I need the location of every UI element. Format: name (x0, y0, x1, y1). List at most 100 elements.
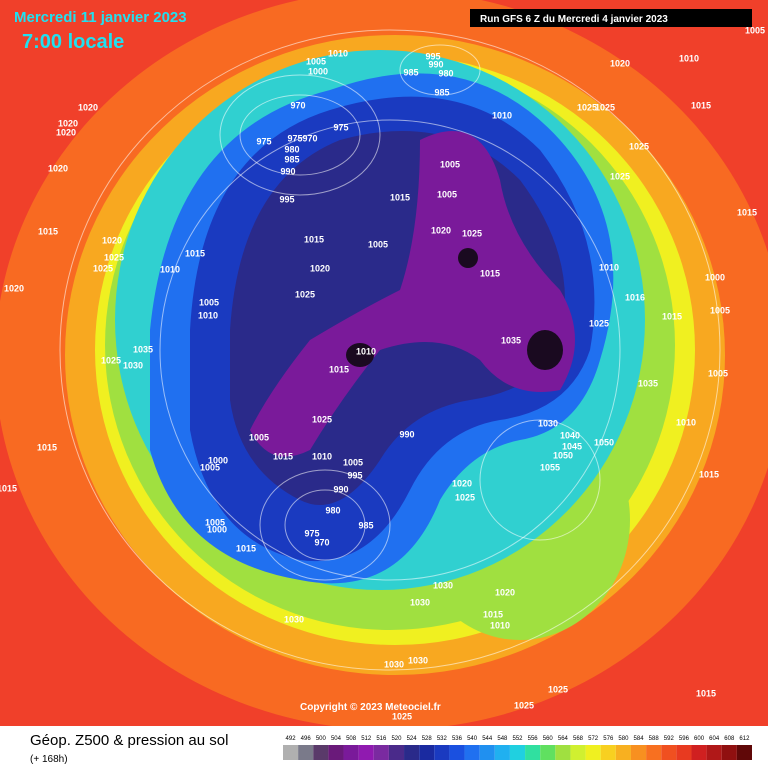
pressure-label: 1050 (594, 437, 614, 447)
pressure-label: 1005 (343, 457, 363, 467)
pressure-label: 1025 (629, 141, 649, 151)
pressure-label: 1025 (577, 102, 597, 112)
colorbar-label: 576 (603, 736, 614, 742)
run-info: Run GFS 6 Z du Mercredi 4 janvier 2023 (480, 14, 668, 25)
pressure-label: 1015 (390, 192, 410, 202)
pressure-label: 1015 (691, 100, 711, 110)
colorbar-swatch (298, 745, 314, 760)
pressure-label: 1015 (185, 248, 205, 258)
pressure-label: 1025 (295, 289, 315, 299)
pressure-label: 1015 (696, 688, 716, 698)
colorbar-swatch (540, 745, 556, 760)
pressure-label: 1010 (490, 620, 510, 630)
colorbar-label: 508 (346, 736, 357, 742)
pressure-label: 1025 (101, 355, 121, 365)
pressure-label: 1010 (679, 53, 699, 63)
colorbar-label: 560 (543, 736, 554, 742)
pressure-label: 1025 (595, 102, 615, 112)
colorbar-swatch (283, 745, 299, 760)
pressure-label: 1020 (78, 102, 98, 112)
pressure-label: 995 (347, 470, 362, 480)
pressure-label: 1015 (236, 543, 256, 553)
colorbar-swatch (313, 745, 329, 760)
colorbar-label: 540 (467, 736, 478, 742)
pressure-label: 1010 (312, 451, 332, 461)
pressure-label: 1000 (705, 272, 725, 282)
pressure-label: 1015 (37, 442, 57, 452)
pressure-label: 1030 (284, 614, 304, 624)
colorbar-label: 536 (452, 736, 463, 742)
footer-subtitle: (+ 168h) (30, 754, 68, 765)
pressure-label: 980 (284, 144, 299, 154)
pressure-label: 1020 (102, 235, 122, 245)
pressure-label: 1030 (384, 659, 404, 669)
colorbar-swatch (494, 745, 510, 760)
pressure-label: 975 (304, 528, 319, 538)
pressure-label: 990 (428, 59, 443, 69)
colorbar-swatch (509, 745, 526, 760)
pressure-label: 990 (399, 429, 414, 439)
pressure-label: 975 (287, 133, 302, 143)
pressure-label: 985 (434, 87, 449, 97)
colorbar-label: 520 (391, 736, 402, 742)
pressure-label: 1035 (133, 344, 153, 354)
pressure-label: 1025 (514, 700, 534, 710)
colorbar-swatch (404, 745, 420, 760)
pressure-label: 1015 (737, 207, 757, 217)
pressure-label: 980 (438, 68, 453, 78)
colorbar-label: 548 (497, 736, 508, 742)
colorbar-swatch (615, 745, 631, 760)
pressure-label: 1015 (329, 364, 349, 374)
pressure-label: 1025 (104, 252, 124, 262)
pressure-label: 1025 (610, 171, 630, 181)
time: 7:00 locale (22, 31, 124, 53)
pressure-label: 1016 (625, 292, 645, 302)
colorbar-swatch (419, 745, 435, 760)
pressure-label: 1025 (462, 228, 482, 238)
pressure-label: 1040 (560, 430, 580, 440)
colorbar-label: 500 (316, 736, 327, 742)
pressure-label: 1005 (437, 189, 457, 199)
colorbar-label: 524 (407, 736, 418, 742)
pressure-label: 1020 (310, 263, 330, 273)
colorbar-label: 544 (482, 736, 493, 742)
colorbar-swatch (479, 745, 495, 760)
pressure-label: 970 (314, 537, 329, 547)
pressure-label: 1015 (273, 451, 293, 461)
pressure-label: 1020 (452, 478, 472, 488)
pressure-label: 1025 (548, 684, 568, 694)
copyright: Copyright © 2023 Meteociel.fr (300, 702, 441, 713)
colorbar-label: 608 (724, 736, 735, 742)
pressure-label: 1030 (410, 597, 430, 607)
pressure-label: 970 (302, 133, 317, 143)
colorbar-swatch (373, 745, 389, 760)
pressure-label: 1020 (58, 118, 78, 128)
pressure-label: 1025 (93, 263, 113, 273)
colorbar-swatch (464, 745, 480, 760)
pressure-label: 1005 (368, 239, 388, 249)
pressure-label: 1005 (440, 159, 460, 169)
pressure-label: 1015 (0, 483, 17, 493)
pressure-label: 1035 (638, 378, 658, 388)
pressure-label: 1025 (312, 414, 332, 424)
colorbar-label: 504 (331, 736, 342, 742)
pressure-label: 1000 (207, 524, 227, 534)
pressure-label: 1005 (249, 432, 269, 442)
pressure-label: 1025 (455, 492, 475, 502)
colorbar-label: 568 (573, 736, 584, 742)
pressure-label: 1000 (308, 66, 328, 76)
colorbar-swatch (328, 745, 344, 760)
pressure-label: 990 (333, 484, 348, 494)
colorbar-label: 592 (664, 736, 675, 742)
colorbar-swatch (676, 745, 692, 760)
pressure-label: 1010 (356, 346, 376, 356)
colorbar-swatch (600, 745, 616, 760)
run-box (470, 9, 752, 27)
colorbar-swatch (525, 745, 541, 760)
pressure-label: 1030 (123, 360, 143, 370)
pressure-label: 1005 (199, 297, 219, 307)
pressure-label: 1010 (676, 417, 696, 427)
